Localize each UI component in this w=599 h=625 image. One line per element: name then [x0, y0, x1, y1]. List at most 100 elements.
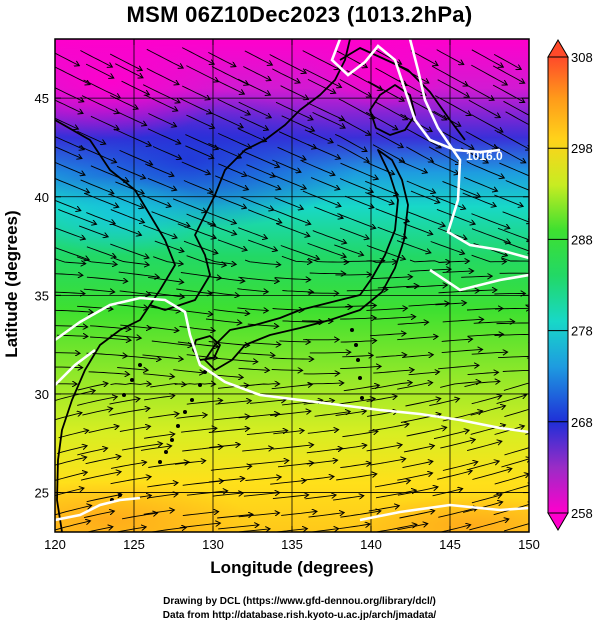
streamline: [76, 256, 116, 265]
colorbar-label: 288: [571, 232, 593, 247]
streamline: [142, 354, 183, 359]
streamline: [243, 384, 279, 386]
isobar-contours: [55, 39, 529, 522]
island-dot: [360, 396, 364, 400]
streamline: [183, 180, 212, 193]
streamline: [438, 365, 478, 370]
streamline: [336, 445, 366, 451]
streamline: [307, 78, 335, 92]
streamline: [118, 271, 159, 277]
streamline: [405, 399, 440, 407]
streamline: [346, 290, 387, 291]
isobar-line: [55, 496, 141, 522]
streamline: [471, 396, 501, 405]
streamline: [186, 491, 227, 496]
streamline: [238, 101, 271, 117]
streamline: [399, 511, 434, 519]
streamline: [271, 370, 302, 371]
streamline: [186, 354, 217, 358]
isobar-line: [429, 268, 529, 292]
streamline: [494, 333, 529, 336]
streamline: [471, 254, 506, 262]
streamline: [492, 84, 524, 102]
streamline: [270, 481, 305, 485]
streamline: [408, 372, 439, 375]
streamline: [340, 366, 380, 368]
streamline: [238, 368, 269, 370]
streamline: [144, 396, 174, 401]
streamline: [55, 199, 80, 210]
streamline: [500, 257, 529, 262]
map-title: MSM 06Z10Dec2023 (1013.2hPa): [126, 2, 473, 27]
streamline: [55, 506, 91, 516]
streamline: [242, 448, 272, 452]
streamline: [119, 427, 150, 432]
streamline: [216, 79, 244, 93]
streamline: [114, 527, 146, 532]
streamline: [437, 79, 469, 97]
island-dot: [190, 398, 194, 402]
streamline: [121, 80, 149, 94]
streamline: [174, 461, 205, 465]
streamline: [432, 489, 462, 497]
streamline: [310, 177, 339, 189]
streamline: [240, 116, 267, 130]
streamline: [241, 150, 279, 167]
streamline: [247, 461, 288, 466]
streamline: [55, 177, 89, 192]
streamline: [346, 70, 382, 89]
streamline: [116, 165, 145, 178]
streamline: [218, 163, 246, 176]
streamline: [80, 50, 111, 67]
streamline: [113, 257, 148, 265]
streamline: [181, 310, 212, 315]
streamline: [306, 460, 337, 465]
streamline: [438, 261, 469, 262]
streamline: [111, 462, 146, 469]
streamline: [146, 68, 178, 84]
streamline: [84, 511, 113, 519]
streamline: [110, 95, 137, 109]
streamline: [366, 445, 402, 452]
colorbar-label: 258: [571, 506, 593, 521]
streamline: [148, 276, 183, 282]
streamline: [55, 367, 82, 368]
streamline: [238, 513, 279, 518]
streamline: [213, 416, 249, 421]
streamline: [469, 461, 498, 470]
streamline: [472, 469, 511, 480]
streamline: [86, 353, 127, 356]
streamline: [433, 431, 468, 440]
axis-tick-labels: 120 125 130 135 140 145 150 25 30 35 40 45: [35, 91, 540, 552]
streamline: [210, 112, 242, 128]
streamline: [118, 111, 146, 125]
streamline: [272, 209, 310, 224]
streamline: [432, 195, 465, 209]
streamline: [275, 223, 309, 236]
streamline: [340, 511, 380, 518]
streamline: [340, 162, 378, 179]
streamline: [174, 384, 215, 385]
island-dot: [176, 424, 180, 428]
streamline: [110, 477, 151, 485]
streamline: [55, 161, 84, 175]
streamline: [438, 508, 477, 518]
streamline: [366, 261, 396, 263]
streamline: [152, 146, 181, 159]
streamline: [370, 333, 405, 335]
streamline: [377, 286, 418, 288]
x-tick-label: 145: [439, 537, 461, 552]
streamline: [147, 494, 177, 499]
colorbar: 308 298 288 278 268 258: [547, 39, 593, 531]
streamline: [143, 374, 174, 377]
streamline: [410, 50, 437, 65]
credit-drawing: Drawing by DCL (https://www.gfd-dennou.o…: [163, 596, 436, 607]
streamline: [375, 101, 407, 119]
streamline: [493, 54, 520, 69]
streamline: [442, 180, 480, 196]
streamline: [83, 289, 114, 292]
streamline: [282, 291, 312, 293]
streamline: [55, 247, 89, 260]
streamline: [494, 308, 529, 309]
streamline: [462, 192, 496, 206]
